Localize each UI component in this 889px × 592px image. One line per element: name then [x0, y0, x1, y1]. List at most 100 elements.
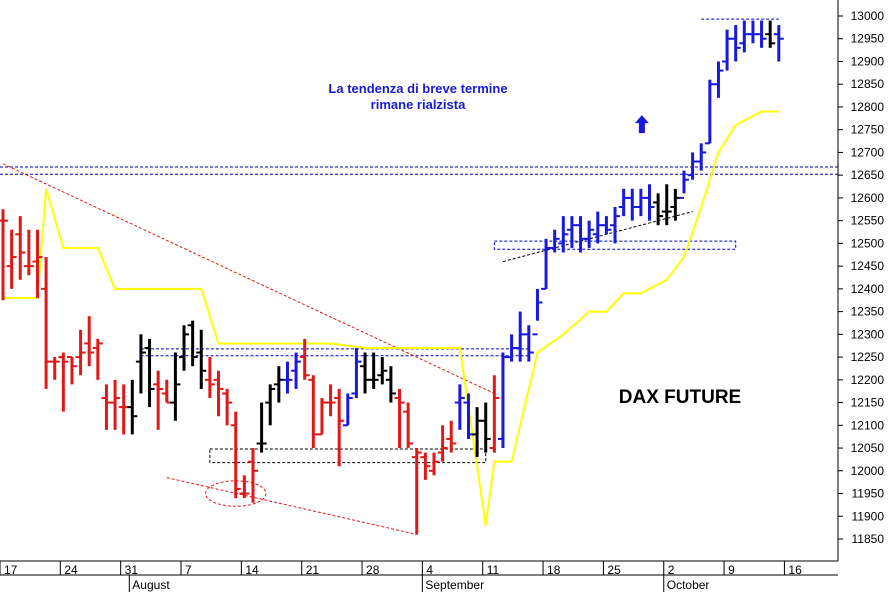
y-tick-label: 11850 — [852, 532, 885, 546]
price-bar — [66, 356, 77, 385]
x-tick-label: 21 — [306, 563, 320, 577]
y-tick-label: 12900 — [851, 54, 885, 68]
price-bar — [437, 425, 448, 462]
price-bar — [179, 325, 190, 371]
y-tick-label: 12000 — [851, 464, 885, 478]
price-bar — [23, 229, 34, 276]
price-bar — [515, 311, 526, 362]
y-tick-label: 12350 — [851, 305, 885, 319]
price-bar — [644, 184, 655, 221]
price-bar — [0, 209, 8, 301]
price-bar — [118, 384, 129, 435]
price-bars-layer — [0, 20, 784, 535]
price-bar — [222, 388, 233, 426]
price-bar — [58, 352, 69, 412]
price-bar — [765, 20, 776, 48]
price-bar — [49, 357, 60, 380]
moving-average-layer — [3, 110, 779, 526]
y-tick-label: 12650 — [851, 168, 885, 182]
price-bar — [161, 379, 172, 404]
price-bar — [523, 325, 534, 362]
moving-average-line — [3, 110, 779, 526]
trend-line — [166, 477, 417, 535]
price-bar — [32, 229, 43, 298]
price-bar — [756, 20, 767, 48]
price-bar — [472, 407, 483, 458]
price-bar — [618, 188, 629, 217]
price-bar — [704, 79, 715, 145]
price-bar — [84, 316, 95, 367]
price-bar — [446, 420, 457, 453]
price-bar — [575, 216, 586, 253]
x-tick-label: 24 — [64, 563, 78, 577]
price-bar — [635, 188, 646, 217]
price-bar — [653, 193, 664, 226]
price-bar — [170, 352, 181, 421]
x-tick-label: 17 — [4, 563, 18, 577]
y-tick-label: 12800 — [851, 100, 885, 114]
price-bar — [566, 216, 577, 248]
price-bar — [325, 384, 336, 417]
price-bar — [713, 61, 724, 98]
y-tick-label: 12950 — [851, 32, 885, 46]
x-tick-label: 16 — [788, 563, 802, 577]
price-bar — [265, 384, 276, 426]
x-tick-label: 18 — [547, 563, 561, 577]
y-tick-label: 12850 — [851, 77, 885, 91]
price-bar — [506, 334, 517, 362]
y-tick-label: 11900 — [852, 509, 885, 523]
x-tick-label: 31 — [125, 563, 139, 577]
price-bar — [360, 352, 371, 394]
y-tick-label: 11950 — [852, 487, 885, 501]
price-bar — [127, 379, 138, 435]
price-bar — [394, 388, 405, 449]
price-bar — [730, 25, 741, 62]
annotation-line-1: La tendenza di breve termine — [328, 81, 507, 96]
price-bar — [739, 20, 750, 53]
y-tick-label: 12150 — [851, 396, 885, 410]
price-bar — [153, 370, 164, 430]
price-bar — [308, 375, 319, 449]
price-bar — [403, 402, 414, 449]
price-bar — [489, 375, 500, 453]
price-bar — [541, 238, 552, 290]
price-bar — [144, 338, 155, 408]
price-bar — [351, 347, 362, 399]
x-tick-label: 25 — [607, 563, 621, 577]
price-bar — [747, 20, 758, 44]
price-bar — [532, 288, 543, 336]
price-bar — [627, 188, 638, 221]
y-tick-label: 12500 — [851, 236, 885, 250]
y-tick-label: 12200 — [851, 373, 885, 387]
price-bar — [696, 143, 707, 171]
y-tick-label: 13000 — [851, 9, 885, 23]
price-bar — [420, 452, 431, 480]
price-bar — [661, 184, 672, 226]
price-bar — [316, 398, 327, 436]
up-arrow-icon — [634, 115, 649, 134]
y-tick-label: 12700 — [851, 145, 885, 159]
price-bar — [92, 338, 103, 380]
price-bar — [273, 366, 284, 403]
price-bar — [480, 402, 491, 453]
price-bar — [687, 152, 698, 180]
price-bar — [41, 257, 52, 389]
trend-line — [2, 163, 495, 394]
price-bar — [549, 229, 560, 253]
y-tick-label: 12750 — [851, 123, 885, 137]
price-bar — [230, 411, 241, 499]
price-bar — [368, 352, 379, 389]
y-tick-label: 12050 — [851, 441, 885, 455]
price-bar — [592, 211, 603, 244]
price-bar — [213, 370, 224, 417]
price-bar — [385, 366, 396, 403]
y-tick-label: 12550 — [851, 214, 885, 228]
trend-line — [502, 211, 693, 263]
price-bar — [256, 402, 267, 453]
price-bar — [101, 384, 112, 430]
price-bar — [204, 357, 215, 399]
price-bar — [411, 448, 422, 535]
annotation-line-2: rimane rialzista — [371, 97, 466, 112]
price-bar — [454, 384, 465, 430]
